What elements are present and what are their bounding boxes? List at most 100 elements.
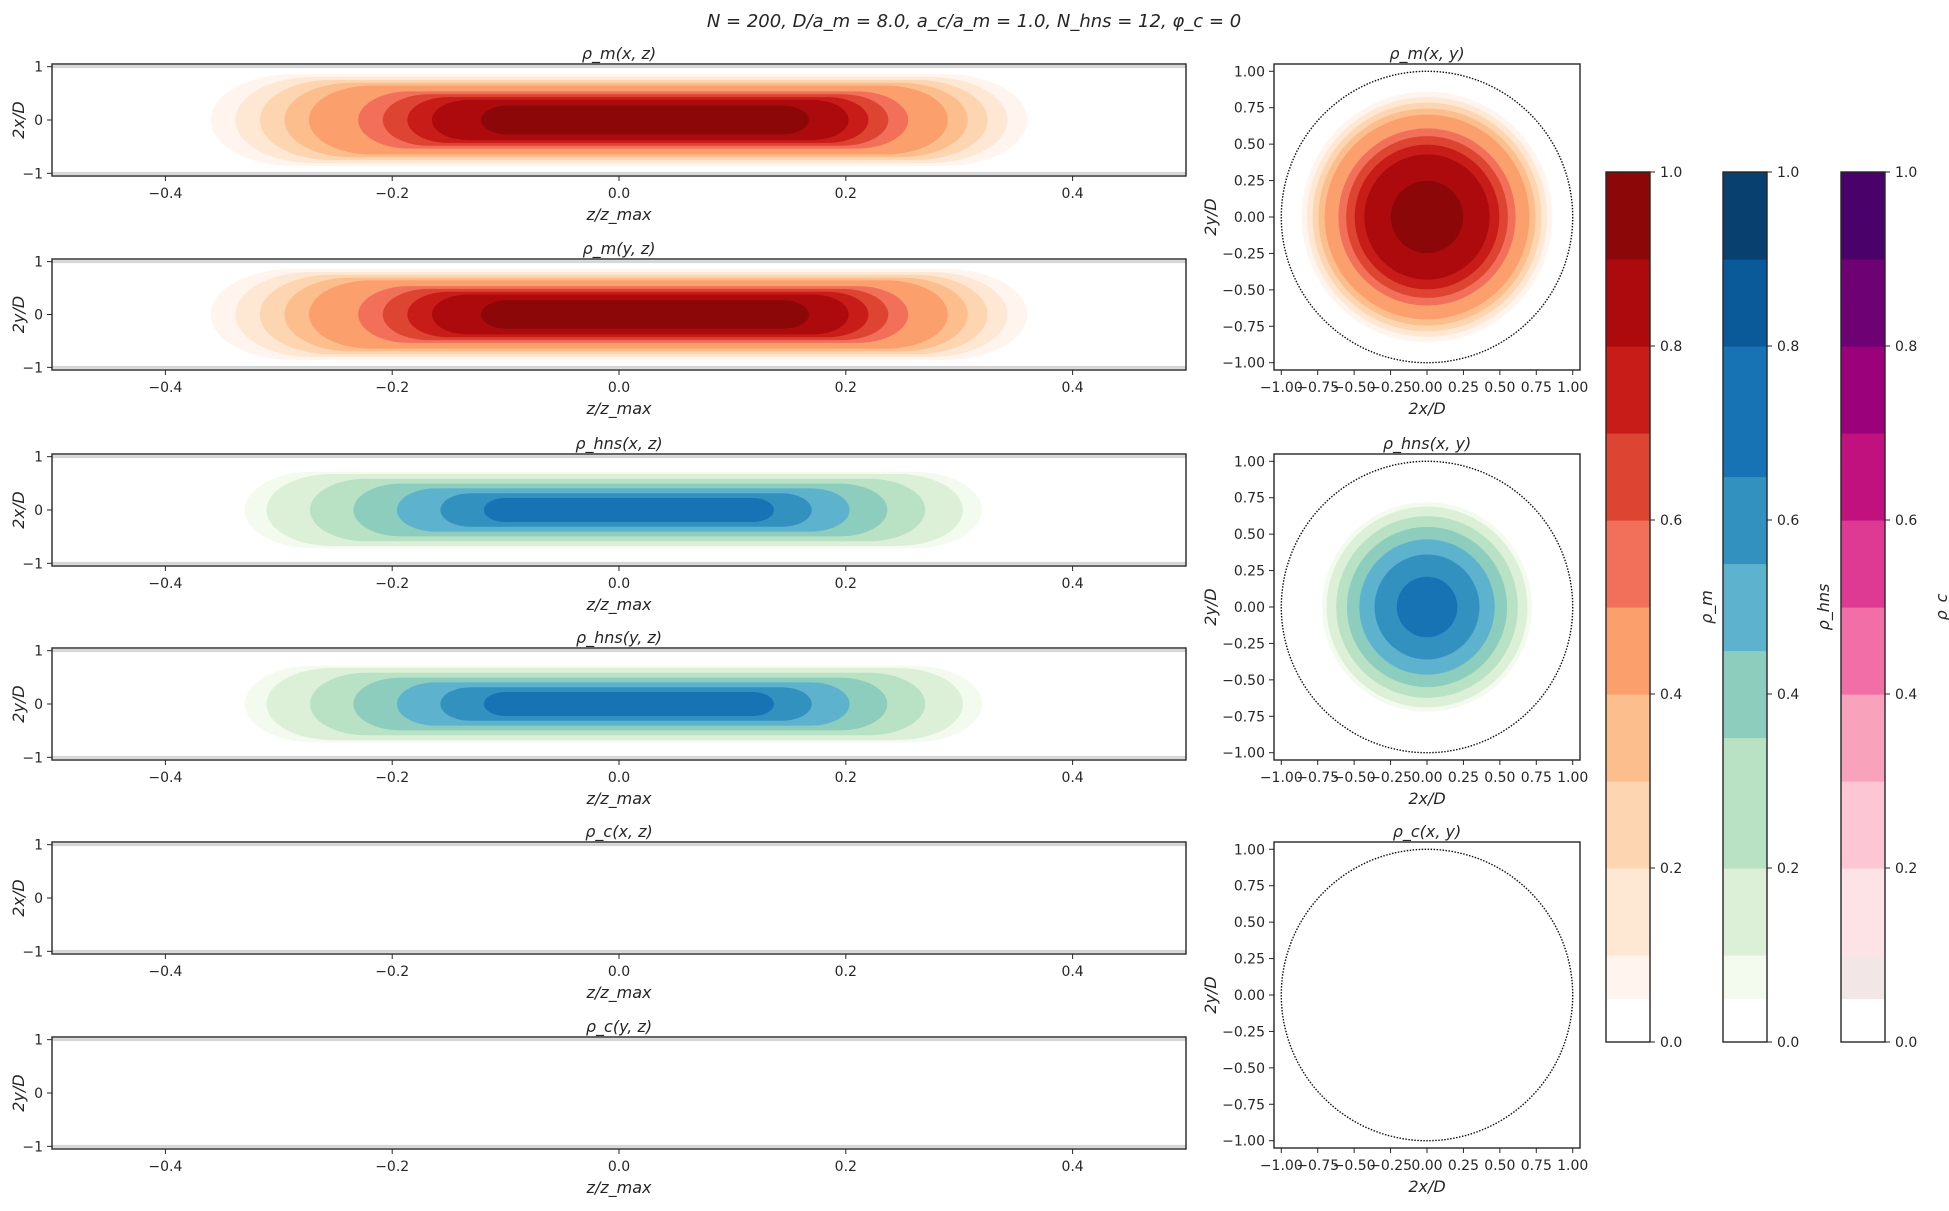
colorbar-tick-label: 0.6 xyxy=(1895,513,1917,529)
density-level xyxy=(483,498,774,522)
colorbar-level xyxy=(1606,476,1650,521)
colorbar-tick-label: 0.6 xyxy=(1777,513,1799,529)
colorbar-level xyxy=(1723,433,1767,478)
x-axis-label: z/z_max xyxy=(585,983,652,1003)
colorbar-level xyxy=(1723,215,1767,260)
colorbar-level xyxy=(1723,650,1767,695)
x-tick-label: 0.2 xyxy=(835,964,857,980)
y-tick-label: −1 xyxy=(22,944,43,960)
y-tick-label: −0.25 xyxy=(1222,636,1265,652)
colorbar-level xyxy=(1841,259,1885,304)
colorbar-level xyxy=(1606,259,1650,304)
x-tick-label: 0.4 xyxy=(1061,964,1083,980)
panel-title: ρ_hns(y, z) xyxy=(576,628,662,648)
colorbar-level xyxy=(1841,694,1885,739)
y-tick-label: −0.25 xyxy=(1222,246,1265,262)
x-tick-label: 1.00 xyxy=(1557,1158,1588,1174)
x-tick-label: 0.2 xyxy=(835,770,857,786)
plot-panel: −0.4 −0.2 0.0 0.2 0.4 1 0 −1 ρ_c(x, z) z/z_max 2x/… xyxy=(9,822,1187,1003)
y-tick-label: −1.00 xyxy=(1222,1134,1265,1150)
x-tick-label: 0.0 xyxy=(608,186,630,202)
x-axis-label: 2x/D xyxy=(1408,789,1445,808)
panels-layer: −0.4 −0.2 0.0 0.2 0.4 1 0 −1 ρ_m(x, z) z/z_max 2x/… xyxy=(9,44,1949,1198)
plot-frame xyxy=(51,1036,1187,1150)
y-tick-label: 1.00 xyxy=(1234,842,1265,858)
x-tick-label: −0.50 xyxy=(1333,380,1376,396)
y-tick-label: 0.00 xyxy=(1234,600,1265,616)
y-tick-label: −0.75 xyxy=(1222,319,1265,335)
y-axis-label: 2y/D xyxy=(9,1074,28,1111)
y-axis-label: 2y/D xyxy=(9,685,28,722)
y-tick-label: 0 xyxy=(34,697,43,713)
x-tick-label: −0.4 xyxy=(148,770,182,786)
panel-title: ρ_hns(x, y) xyxy=(1383,434,1471,454)
colorbar-level xyxy=(1841,911,1885,956)
density-level xyxy=(481,105,809,135)
y-tick-label: 0.50 xyxy=(1234,915,1265,931)
colorbar-level xyxy=(1606,911,1650,956)
x-tick-label: 0.4 xyxy=(1061,770,1083,786)
y-tick-label: 0 xyxy=(34,1086,43,1102)
x-tick-label: −0.75 xyxy=(1296,380,1339,396)
x-tick-label: 0.50 xyxy=(1484,380,1515,396)
y-tick-label: 1 xyxy=(34,450,43,466)
panel-title: ρ_m(y, z) xyxy=(582,239,655,259)
y-axis-label: 2x/D xyxy=(9,879,28,916)
x-axis-label: z/z_max xyxy=(585,595,652,615)
x-tick-label: −0.25 xyxy=(1369,770,1412,786)
x-axis-label: z/z_max xyxy=(585,1178,652,1198)
colorbar-level xyxy=(1841,998,1885,1043)
colorbar-level xyxy=(1841,650,1885,695)
colorbar-tick-label: 0.8 xyxy=(1660,339,1682,355)
colorbar-level xyxy=(1723,476,1767,521)
colorbar-tick-label: 0.0 xyxy=(1895,1035,1917,1051)
density-layer xyxy=(1322,502,1532,712)
y-tick-label: −0.75 xyxy=(1222,709,1265,725)
colorbar-level xyxy=(1841,607,1885,652)
x-tick-label: 0.4 xyxy=(1061,576,1083,592)
colorbar-level xyxy=(1841,563,1885,608)
colorbar-level xyxy=(1606,215,1650,260)
plot-panel: −0.4 −0.2 0.0 0.2 0.4 1 0 −1 ρ_m(y, z) z/z_max 2y/… xyxy=(9,239,1187,419)
colorbar-level xyxy=(1841,172,1885,217)
colorbar: 0.0 0.2 0.4 0.6 0.8 1.0 ρ_m xyxy=(1605,165,1717,1051)
y-tick-label: 1 xyxy=(34,838,43,854)
colorbar: 0.0 0.2 0.4 0.6 0.8 1.0 ρ_hns xyxy=(1722,165,1834,1051)
colorbar-level xyxy=(1723,259,1767,304)
y-tick-label: −1 xyxy=(22,556,43,572)
colorbar-level xyxy=(1841,955,1885,1000)
colorbar-level xyxy=(1606,389,1650,434)
colorbar-level xyxy=(1723,998,1767,1043)
colorbar-level xyxy=(1606,650,1650,695)
colorbar-frame xyxy=(1840,171,1886,1043)
colorbar-level xyxy=(1606,824,1650,869)
y-tick-label: 0 xyxy=(34,891,43,907)
x-tick-label: −0.2 xyxy=(375,186,409,202)
colorbar-level xyxy=(1606,737,1650,782)
colorbar-level xyxy=(1606,433,1650,478)
y-tick-label: −1 xyxy=(22,360,43,376)
y-tick-label: 0.00 xyxy=(1234,210,1265,226)
boundary-circle xyxy=(1280,460,1574,754)
x-tick-label: −0.2 xyxy=(375,380,409,396)
y-axis-label: 2x/D xyxy=(9,101,28,138)
y-tick-label: 0.50 xyxy=(1234,527,1265,543)
y-tick-label: 0 xyxy=(34,308,43,324)
y-tick-label: 1 xyxy=(34,255,43,271)
x-tick-label: −0.25 xyxy=(1369,1158,1412,1174)
y-tick-label: 0 xyxy=(34,113,43,129)
colorbar-level xyxy=(1841,346,1885,391)
colorbar-tick-label: 1.0 xyxy=(1895,165,1917,181)
plot-panel: −1.00−0.75−0.50−0.25 0.00 0.25 0.50 0.75 1.00… xyxy=(1201,822,1588,1196)
y-tick-label: −0.50 xyxy=(1222,1061,1265,1077)
colorbar-label: ρ_hns xyxy=(1814,584,1834,631)
x-tick-label: −0.4 xyxy=(148,186,182,202)
y-tick-label: 1 xyxy=(34,1033,43,1049)
y-tick-label: 1.00 xyxy=(1234,454,1265,470)
y-axis-label: 2y/D xyxy=(1201,198,1220,235)
colorbar-level xyxy=(1606,520,1650,565)
x-tick-label: 0.2 xyxy=(835,186,857,202)
y-tick-label: 0.50 xyxy=(1234,137,1265,153)
colorbar-level xyxy=(1606,694,1650,739)
y-tick-label: 1 xyxy=(34,60,43,76)
